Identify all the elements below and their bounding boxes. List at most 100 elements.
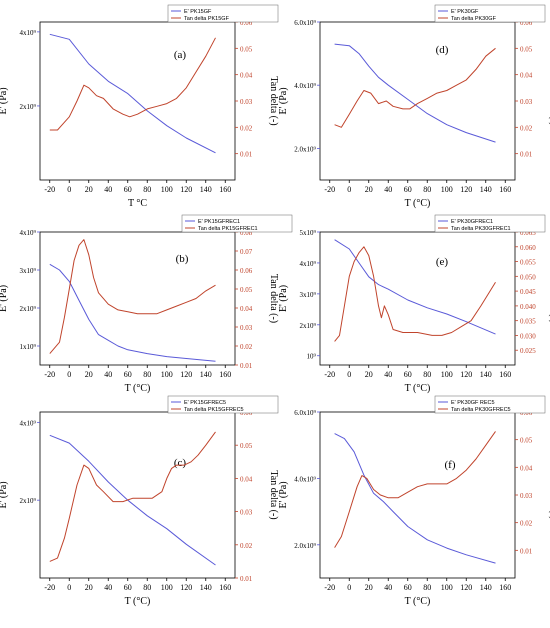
storage-modulus-line [334,433,496,564]
y2-tick-label: 0.06 [240,19,253,27]
x-tick-label: 120 [180,370,192,379]
y2-tick-label: 0.050 [520,273,536,281]
y1-axis-label: E' (Pa) [0,87,9,114]
x-tick-label: 20 [85,370,93,379]
x-tick-label: -20 [324,583,335,592]
y1-axis-label: E' (Pa) [0,481,9,508]
chart-panel: -20 0 20 40 60 80 100 120 140 160 6.0x10⁹ 4.0x10⁹ 2.… [278,395,550,607]
legend-entry: Tan delta PK30GFREC1 [451,226,511,232]
legend-entry: E' PK30GFREC1 [451,219,493,225]
x-tick-label: 140 [480,185,492,194]
plot-frame [319,231,516,366]
x-tick-label: 40 [384,583,392,592]
y2-tick-label: 0.045 [520,288,536,296]
x-axis-label: T °C [128,198,147,209]
legend-entry: E' PK30GF REC5 [451,400,495,406]
tan-delta-line [49,37,216,131]
y2-tick-label: 0.02 [520,520,533,528]
x-tick-label: -20 [44,370,55,379]
x-tick-label: 60 [124,185,132,194]
y1-tick-label: 4.0x10⁹ [294,82,316,90]
x-tick-label: 0 [67,185,71,194]
x-tick-label: 140 [480,583,492,592]
legend-entry: E' PK15GFREC5 [184,400,226,406]
y2-tick-label: 0.040 [520,303,536,311]
legend-box [434,214,546,233]
x-tick-label: 100 [441,185,453,194]
x-tick-label: 120 [460,185,472,194]
y2-tick-label: 0.02 [240,343,253,351]
legend-entry: E' PK30GF [451,9,479,15]
x-axis-label: T (°C) [125,383,151,394]
y1-axis-label: E' (Pa) [278,87,289,114]
y2-tick-label: 0.08 [240,229,253,237]
x-tick-label: 160 [499,583,511,592]
y2-tick-label: 0.05 [520,437,533,445]
y2-tick-label: 0.04 [520,72,533,80]
x-tick-label: 20 [85,583,93,592]
x-tick-label: -20 [324,370,335,379]
chart-panel: -20 0 20 40 60 80 100 120 140 160 4x10⁹ 2x10⁹ 0.01 0.… [0,4,279,209]
x-tick-label: 0 [67,370,71,379]
x-tick-label: 40 [104,185,112,194]
x-tick-label: 60 [124,583,132,592]
x-tick-label: 140 [200,583,212,592]
legend-box [167,4,279,23]
y1-axis-label: E' (Pa) [278,285,289,312]
legend-entry: E' PK15GF [184,9,212,15]
y1-tick-label: 4x10⁹ [20,229,37,237]
legend-entry: Tan delta PK15GF [184,16,230,22]
x-tick-label: 0 [347,185,351,194]
x-tick-label: 140 [480,370,492,379]
y1-tick-label: 2x10⁹ [20,305,37,313]
y2-tick-label: 0.055 [520,259,536,267]
y2-tick-label: 0.060 [520,244,536,252]
x-tick-label: 80 [423,583,431,592]
x-tick-label: 80 [423,370,431,379]
x-tick-label: 40 [384,370,392,379]
tan-delta-line [49,239,216,354]
y2-tick-label: 0.05 [240,45,253,53]
x-tick-label: -20 [44,583,55,592]
y1-tick-label: 2x10⁹ [20,103,37,111]
y2-tick-label: 0.02 [520,124,533,132]
plot-frame [39,411,236,579]
y2-tick-label: 0.025 [520,347,536,355]
y2-tick-label: 0.01 [520,151,533,159]
x-tick-label: 20 [365,370,373,379]
x-tick-label: 120 [180,583,192,592]
x-tick-label: 40 [104,583,112,592]
x-tick-label: 20 [85,185,93,194]
x-tick-label: 100 [161,370,173,379]
tan-delta-line [334,47,496,128]
x-axis-label: T (°C) [125,596,151,607]
panel-label: (e) [436,256,449,268]
y2-tick-label: 0.01 [520,547,533,555]
x-tick-label: 40 [384,185,392,194]
x-tick-label: 100 [441,370,453,379]
legend-entry: Tan delta PK30GFREC5 [451,407,511,413]
x-tick-label: 160 [499,185,511,194]
x-tick-label: 100 [161,583,173,592]
y2-tick-label: 0.03 [520,492,533,500]
legend-box [434,395,546,414]
legend-box [181,214,293,233]
y1-tick-label: 2x10⁹ [300,322,317,330]
y2-tick-label: 0.02 [240,542,253,550]
y1-tick-label: 6.0x10⁹ [294,19,316,27]
y2-tick-label: 0.01 [240,575,253,583]
y2-tick-label: 0.03 [240,509,253,517]
y2-tick-label: 0.01 [240,362,253,370]
x-tick-label: 80 [143,370,151,379]
y2-axis-label: Tan delta (-) [268,76,279,125]
x-tick-label: 80 [423,185,431,194]
x-tick-label: 100 [441,583,453,592]
tan-delta-line [334,246,496,342]
x-tick-label: -20 [324,185,335,194]
y2-axis-label: Tan delta (-) [268,274,279,323]
x-tick-label: 120 [460,583,472,592]
y2-tick-label: 0.03 [240,324,253,332]
x-tick-label: 0 [67,583,71,592]
